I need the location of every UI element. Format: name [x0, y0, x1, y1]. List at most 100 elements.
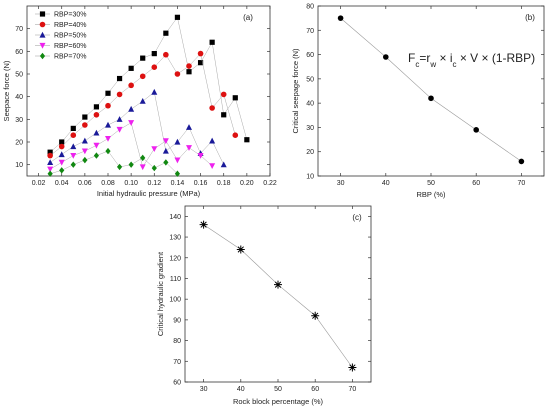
- data-point: [186, 124, 192, 130]
- data-point: [116, 91, 123, 98]
- data-point: [186, 69, 192, 75]
- x-axis-title: Rock block percentage (%): [233, 397, 324, 406]
- data-point: [70, 153, 77, 159]
- data-point: [140, 154, 146, 162]
- series-line: [340, 17, 522, 162]
- data-point: [93, 142, 100, 149]
- series-2: [47, 88, 227, 168]
- data-point: [70, 125, 76, 131]
- data-point: [174, 170, 181, 177]
- series-0: [47, 14, 250, 155]
- data-point: [151, 51, 157, 57]
- y-tick-label: 50: [15, 72, 23, 79]
- legend-marker: [39, 21, 46, 28]
- data-point: [209, 39, 215, 45]
- y-tick-label: 130: [169, 235, 181, 242]
- data-point: [428, 95, 434, 102]
- data-point: [47, 152, 53, 159]
- x-tick-label: 0.22: [263, 180, 277, 187]
- data-point: [139, 73, 146, 80]
- x-tick-label: 40: [382, 180, 390, 187]
- data-point: [209, 137, 216, 144]
- plot-frame: [26, 5, 271, 177]
- x-tick-label: 70: [349, 386, 357, 393]
- data-point: [139, 98, 146, 104]
- data-point: [70, 143, 77, 150]
- data-point: [70, 132, 77, 138]
- x-tick-label: 50: [274, 386, 282, 393]
- data-point: [383, 54, 389, 60]
- data-point: [162, 138, 169, 145]
- y-tick-label: 140: [169, 214, 181, 221]
- data-point: [81, 137, 88, 144]
- panel-c-chart: 30 40 50 60 70 60 70 80 90 100 110 120 130 140 Rock bl…: [156, 205, 372, 406]
- panel-a-chart: 0.02 0.04 0.06 0.08 0.10 0.12 0.14 0.16 0.18 0.20…: [2, 5, 277, 198]
- data-point: [199, 220, 208, 229]
- legend-marker: [39, 42, 46, 49]
- legend-marker: [39, 31, 46, 38]
- x-tick-label: 60: [311, 386, 319, 393]
- data-point: [311, 311, 320, 320]
- x-tick-label: 0.18: [217, 180, 231, 187]
- data-point: [163, 51, 169, 58]
- panel-label: (b): [525, 13, 535, 22]
- x-tick-label: 0.14: [171, 180, 185, 187]
- x-tick-label: 0.10: [124, 180, 138, 187]
- formula-annotation: Fc=rw × ic × V × (1-RBP): [408, 51, 535, 69]
- y-tick-label: 90: [173, 317, 181, 324]
- data-point: [162, 147, 169, 154]
- y-axis-title: Seepace force (N): [2, 60, 11, 121]
- y-tick-label: 110: [170, 276, 181, 283]
- data-point: [47, 159, 54, 165]
- y-tick-label: 30: [15, 117, 23, 124]
- data-point: [105, 147, 111, 155]
- data-point: [58, 143, 65, 150]
- y-tick-label: 70: [173, 359, 181, 366]
- y-tick-label: 70: [15, 26, 23, 33]
- data-point: [58, 159, 65, 166]
- y-axis-title: Critical seepage force (N): [291, 48, 300, 134]
- legend-label: RBP=60%: [54, 43, 87, 50]
- data-point: [59, 167, 65, 174]
- y-tick-label: 80: [306, 4, 314, 11]
- x-tick-label: 40: [237, 386, 245, 393]
- data-point: [105, 136, 111, 142]
- data-point: [209, 163, 216, 169]
- x-axis-title: RBP (%): [416, 190, 446, 199]
- data-point: [151, 146, 158, 152]
- data-point: [337, 15, 344, 21]
- y-tick-label: 50: [306, 76, 314, 83]
- y-tick-label: 60: [306, 52, 314, 59]
- y-tick-label: 70: [306, 28, 314, 35]
- x-tick-label: 0.12: [147, 180, 161, 187]
- data-point: [220, 91, 227, 98]
- data-point: [105, 102, 111, 109]
- y-tick-label: 120: [169, 255, 181, 262]
- legend-label: RBP=30%: [54, 12, 87, 19]
- data-point: [58, 151, 65, 158]
- data-point: [186, 145, 192, 151]
- data-point: [232, 132, 239, 138]
- panel-b-chart: 30 40 50 60 70 10 20 30 40 50 60 70 80 RBP (%) Critica…: [291, 4, 545, 199]
- x-tick-label: 0.16: [194, 180, 208, 187]
- legend-marker: [39, 52, 46, 60]
- data-point: [116, 75, 123, 82]
- data-point: [151, 164, 157, 172]
- data-point: [116, 163, 123, 171]
- series-3: [47, 120, 216, 173]
- data-point: [139, 164, 146, 171]
- x-tick-label: 0.08: [101, 180, 115, 187]
- x-tick-label: 0.20: [240, 180, 254, 187]
- series-line: [50, 150, 178, 174]
- data-point: [128, 161, 134, 168]
- series-line: [50, 91, 224, 165]
- data-point: [473, 127, 480, 133]
- data-point: [232, 95, 238, 101]
- data-point: [105, 90, 111, 96]
- y-axis-title: Critical hydraulic gradient: [156, 251, 165, 336]
- data-point: [93, 112, 100, 118]
- data-point: [274, 280, 282, 289]
- data-point: [236, 245, 245, 254]
- data-point: [151, 88, 158, 95]
